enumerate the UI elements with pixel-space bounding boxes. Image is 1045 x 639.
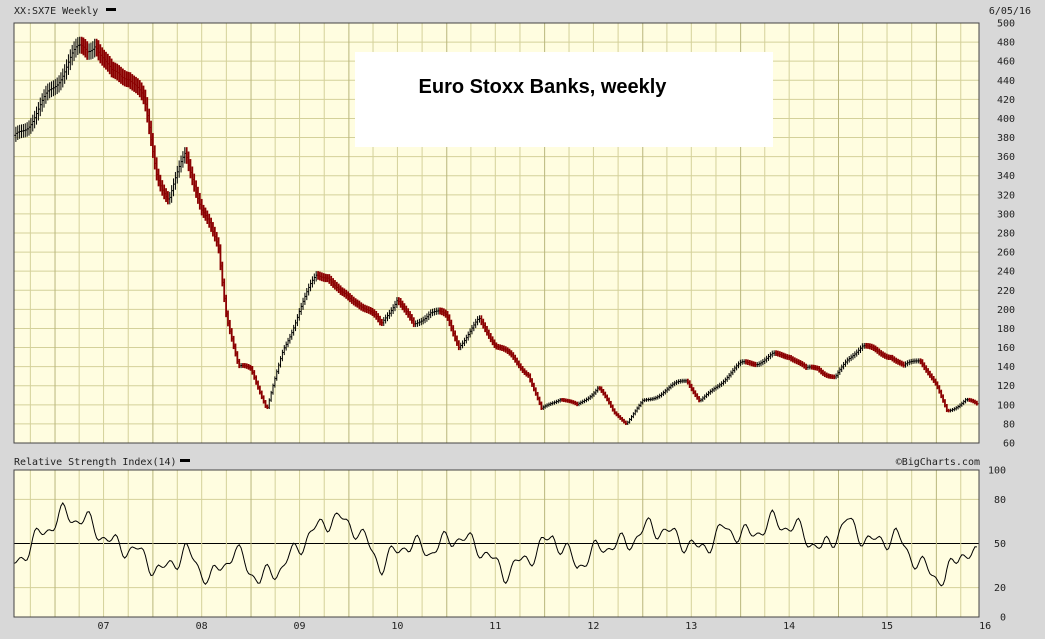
- rsi-y-tick-label: 80: [994, 495, 1006, 506]
- price-y-tick-label: 500: [997, 19, 1015, 30]
- price-y-tick-label: 140: [997, 362, 1015, 373]
- price-y-tick-label: 320: [997, 190, 1015, 201]
- x-year-tick-label: 13: [685, 621, 697, 632]
- x-year-tick-label: 07: [98, 621, 110, 632]
- price-y-tick-label: 200: [997, 305, 1015, 316]
- date-label: 6/05/16: [989, 6, 1031, 17]
- price-y-tick-label: 420: [997, 95, 1015, 106]
- rsi-line: [13, 502, 977, 587]
- rsi-legend-swatch: [180, 459, 190, 462]
- axis-labels: 6080100120140160180200220240260280300320…: [13, 19, 1015, 632]
- price-y-tick-label: 480: [997, 38, 1015, 49]
- price-plot-border: [13, 22, 980, 444]
- price-y-tick-label: 160: [997, 343, 1015, 354]
- price-y-tick-label: 120: [997, 381, 1015, 392]
- x-year-tick-label: 10: [391, 621, 403, 632]
- x-year-tick-label: 16: [979, 621, 991, 632]
- x-year-tick-label: 12: [587, 621, 599, 632]
- symbol-label: XX:SX7E Weekly: [14, 6, 98, 17]
- price-y-tick-label: 60: [1003, 439, 1015, 450]
- rsi-plot-border: [13, 469, 980, 618]
- rsi-y-tick-label: 0: [1000, 613, 1006, 624]
- price-y-tick-label: 280: [997, 229, 1015, 240]
- price-y-tick-label: 360: [997, 152, 1015, 163]
- credit-label: ©BigCharts.com: [896, 457, 980, 468]
- x-year-tick-label: 11: [489, 621, 501, 632]
- price-y-tick-label: 100: [997, 400, 1015, 411]
- rsi-series: [13, 502, 977, 587]
- rsi-y-tick-label: 50: [994, 539, 1006, 550]
- price-y-tick-label: 460: [997, 57, 1015, 68]
- rsi-y-tick-label: 20: [994, 583, 1006, 594]
- symbol-legend-swatch: [106, 8, 116, 11]
- price-y-tick-label: 220: [997, 286, 1015, 297]
- price-y-tick-label: 240: [997, 267, 1015, 278]
- price-y-tick-label: 380: [997, 133, 1015, 144]
- x-year-tick-label: 09: [294, 621, 306, 632]
- price-y-tick-label: 300: [997, 209, 1015, 220]
- x-year-tick-label: 15: [881, 621, 893, 632]
- price-y-tick-label: 260: [997, 248, 1015, 259]
- price-series: [13, 36, 979, 426]
- price-y-tick-label: 400: [997, 114, 1015, 125]
- rsi-label: Relative Strength Index(14): [14, 457, 177, 468]
- x-year-tick-label: 14: [783, 621, 795, 632]
- price-y-tick-label: 180: [997, 324, 1015, 335]
- price-y-tick-label: 80: [1003, 419, 1015, 430]
- rsi-y-tick-label: 100: [988, 466, 1006, 477]
- x-year-tick-label: 08: [196, 621, 208, 632]
- annotation-title: Euro Stoxx Banks, weekly: [418, 76, 667, 98]
- annotation-box: Euro Stoxx Banks, weekly: [355, 52, 773, 147]
- price-y-tick-label: 340: [997, 171, 1015, 182]
- price-y-tick-label: 440: [997, 76, 1015, 87]
